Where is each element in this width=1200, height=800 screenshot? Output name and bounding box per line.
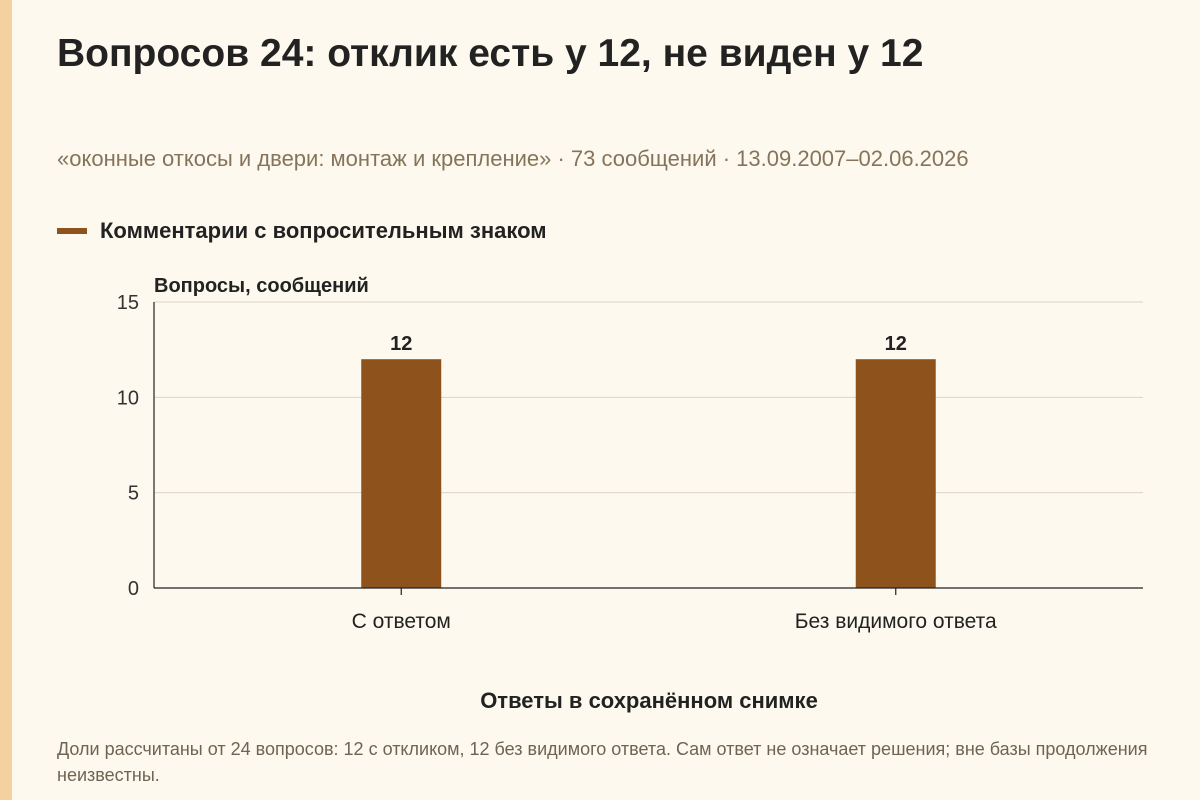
x-axis-title: Ответы в сохранённом снимке [480, 688, 818, 713]
legend: Комментарии с вопросительным знаком [57, 218, 547, 244]
x-tick-label: С ответом [352, 610, 451, 633]
bar [361, 359, 442, 588]
x-tick-label: Без видимого ответа [795, 610, 997, 633]
bars: 12 12 [361, 333, 936, 588]
accent-strip [0, 0, 12, 800]
bar-value-label: 12 [390, 333, 412, 355]
y-axis-title: Вопросы, сообщений [154, 275, 369, 297]
chart-title: Вопросов 24: отклик есть у 12, не виден … [57, 32, 924, 75]
y-axis: 0 5 10 15 [117, 292, 155, 600]
y-tick-label: 10 [117, 387, 139, 409]
legend-label: Комментарии с вопросительным знаком [100, 218, 547, 243]
x-axis: С ответом Без видимого ответа [154, 587, 1143, 633]
bar [855, 359, 936, 588]
y-tick-label: 0 [128, 578, 139, 600]
chart-subtitle: «оконные откосы и двери: монтаж и крепле… [57, 146, 969, 171]
footnote: Доли рассчитаны от 24 вопросов: 12 с отк… [57, 739, 1148, 785]
legend-swatch [57, 228, 87, 234]
y-tick-label: 5 [128, 483, 139, 505]
y-tick-label: 15 [117, 292, 139, 314]
grid-lines [154, 301, 1143, 494]
bar-value-label: 12 [885, 333, 907, 355]
